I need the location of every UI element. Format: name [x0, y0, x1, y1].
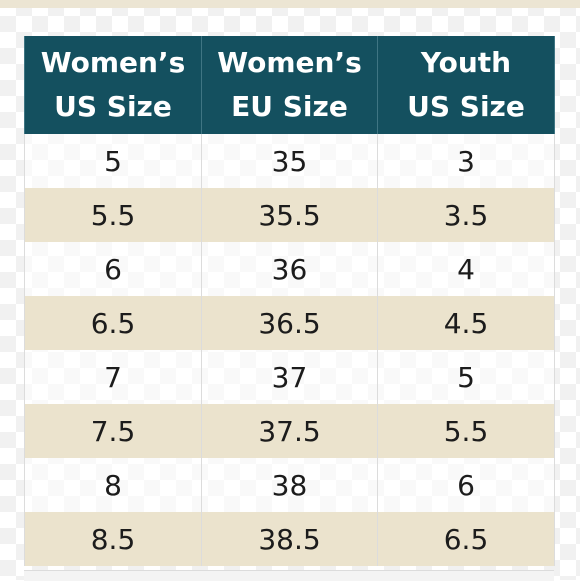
top-edge-strip	[0, 0, 580, 8]
table-cell: 5.5	[377, 404, 555, 458]
table-row: 8.5 38.5 6.5	[24, 512, 555, 566]
header-line: US Size	[54, 90, 172, 123]
table-cell: 6.5	[24, 296, 202, 350]
header-line: Women’s	[217, 46, 362, 79]
table-cell: 6	[377, 458, 555, 512]
header-youth-us-size: Youth US Size	[377, 36, 555, 134]
table-cell: 4	[377, 242, 555, 296]
table-cell: 3	[377, 134, 555, 188]
table-cell: 5.5	[24, 188, 202, 242]
table-cell: 3.5	[377, 188, 555, 242]
table-cell: 36	[201, 242, 378, 296]
table-cell: 38.5	[201, 512, 378, 566]
table-cell: 6	[24, 242, 202, 296]
table-cell: 35.5	[201, 188, 378, 242]
table-row: 5.5 35.5 3.5	[24, 188, 555, 242]
table-cell: 37.5	[201, 404, 378, 458]
table-bottom-edge	[24, 570, 554, 581]
header-line: EU Size	[231, 90, 348, 123]
table-row: 7 37 5	[24, 350, 555, 404]
table-cell: 38	[201, 458, 378, 512]
table-cell: 37	[201, 350, 378, 404]
header-row: Women’s US Size Women’s EU Size Youth US…	[24, 36, 555, 134]
table-cell: 8	[24, 458, 202, 512]
table-cell: 7	[24, 350, 202, 404]
table-row: 6 36 4	[24, 242, 555, 296]
table-cell: 7.5	[24, 404, 202, 458]
table-row: 8 38 6	[24, 458, 555, 512]
table-cell: 5	[377, 350, 555, 404]
table-cell: 5	[24, 134, 202, 188]
header-womens-us-size: Women’s US Size	[24, 36, 202, 134]
header-line: US Size	[407, 90, 525, 123]
header-line: Youth	[420, 46, 512, 79]
table-cell: 6.5	[377, 512, 555, 566]
table-cell: 8.5	[24, 512, 202, 566]
header-womens-eu-size: Women’s EU Size	[201, 36, 378, 134]
table-cell: 36.5	[201, 296, 378, 350]
table-row: 5 35 3	[24, 134, 555, 188]
size-conversion-table: Women’s US Size Women’s EU Size Youth US…	[24, 36, 555, 566]
table-cell: 35	[201, 134, 378, 188]
table-row: 6.5 36.5 4.5	[24, 296, 555, 350]
header-line: Women’s	[40, 46, 186, 79]
table-row: 7.5 37.5 5.5	[24, 404, 555, 458]
table-cell: 4.5	[377, 296, 555, 350]
